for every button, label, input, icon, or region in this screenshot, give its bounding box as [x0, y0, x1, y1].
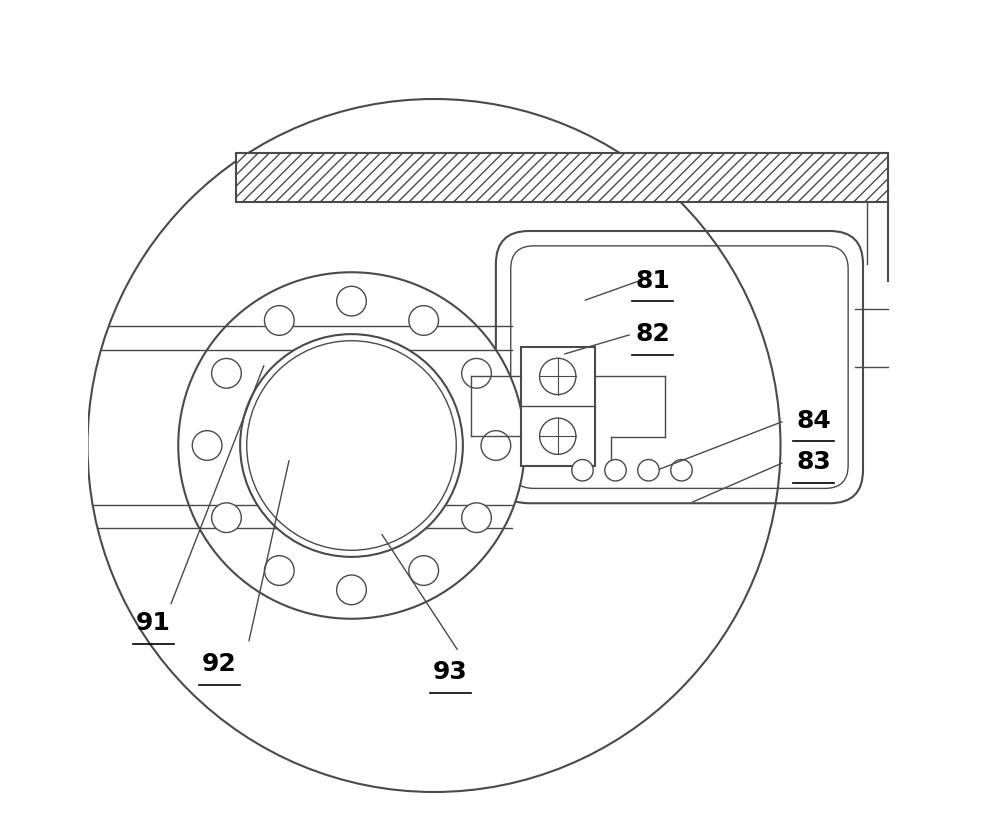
- Circle shape: [605, 460, 626, 481]
- Circle shape: [240, 334, 463, 557]
- Text: 84: 84: [796, 408, 831, 433]
- Text: 91: 91: [136, 610, 171, 635]
- Circle shape: [671, 460, 692, 481]
- Circle shape: [462, 358, 491, 389]
- Circle shape: [481, 431, 511, 460]
- Polygon shape: [236, 153, 888, 202]
- Circle shape: [540, 418, 576, 455]
- Circle shape: [337, 286, 366, 316]
- Circle shape: [540, 358, 576, 394]
- Circle shape: [212, 358, 241, 388]
- Circle shape: [264, 556, 294, 586]
- Circle shape: [192, 431, 222, 460]
- FancyBboxPatch shape: [496, 231, 863, 503]
- Text: 83: 83: [796, 450, 831, 474]
- Text: 93: 93: [433, 660, 468, 685]
- Circle shape: [409, 305, 439, 335]
- Text: 92: 92: [202, 652, 237, 676]
- Circle shape: [212, 502, 241, 533]
- Circle shape: [178, 272, 525, 619]
- Circle shape: [264, 305, 294, 335]
- Circle shape: [409, 556, 439, 586]
- Circle shape: [337, 575, 366, 605]
- Text: 82: 82: [635, 322, 670, 346]
- Polygon shape: [521, 346, 595, 466]
- Circle shape: [462, 503, 491, 533]
- Text: 81: 81: [635, 268, 670, 293]
- Circle shape: [638, 460, 659, 481]
- Circle shape: [572, 460, 593, 481]
